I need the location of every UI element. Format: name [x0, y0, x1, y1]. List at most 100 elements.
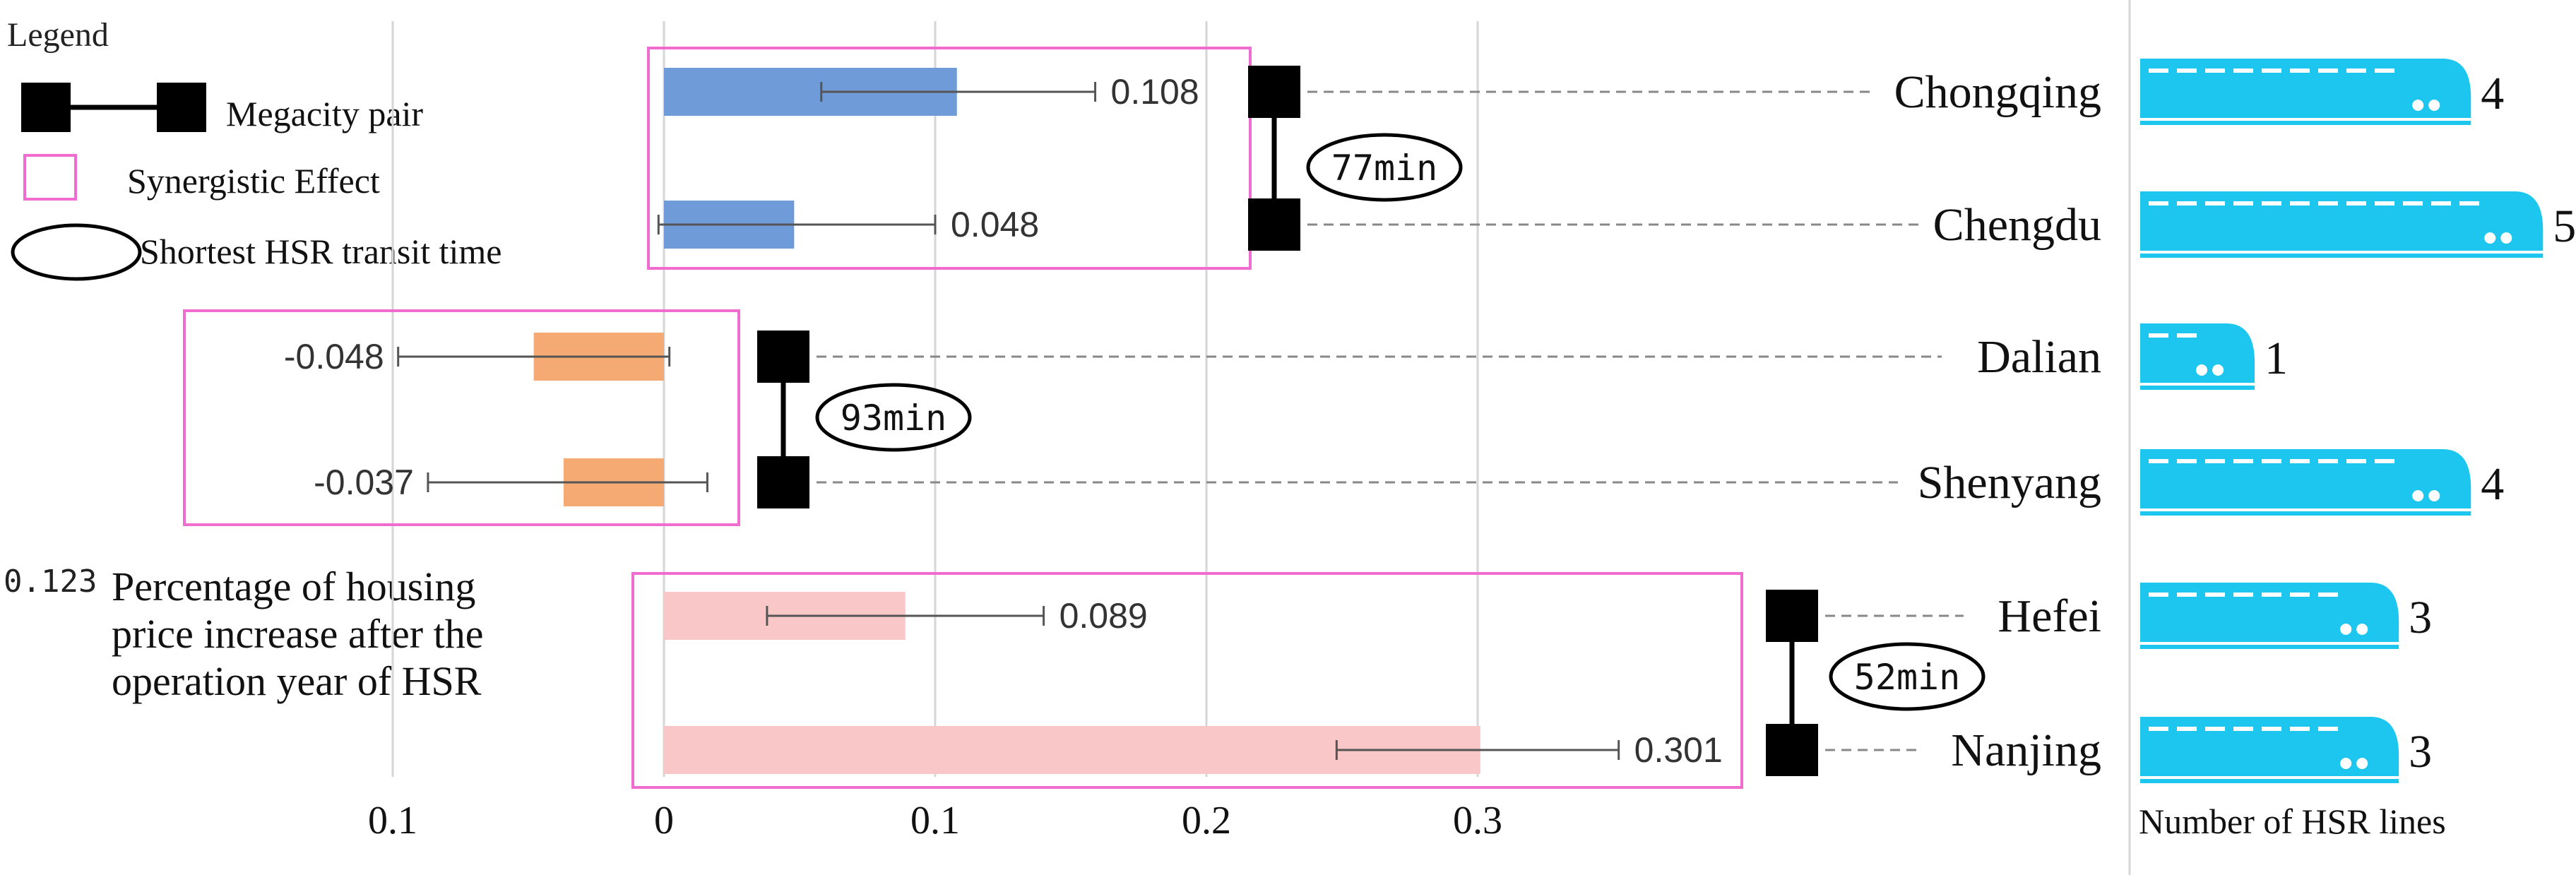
hsr-train-icon [2140, 583, 2399, 649]
train-window [2233, 593, 2253, 597]
city-label-chongqing: Chongqing [1894, 66, 2101, 118]
train-body [2140, 59, 2471, 118]
train-window [2318, 201, 2338, 206]
train-window [2346, 69, 2366, 73]
train-body [2140, 191, 2544, 251]
train-wheel [2356, 624, 2368, 635]
train-window [2177, 459, 2197, 463]
train-window [2205, 593, 2225, 597]
city-label-chengdu: Chengdu [1933, 199, 2101, 251]
train-window [2346, 201, 2366, 206]
train-window [2205, 69, 2225, 73]
synergistic-effect-boxes [183, 47, 1743, 789]
legend-value-example: 0.123 [4, 564, 97, 600]
city-label-shenyang: Shenyang [1918, 457, 2101, 508]
transit-time-label: 93min [841, 398, 947, 439]
hsr-train-icon [2140, 59, 2471, 125]
synergistic-effect-box [183, 309, 740, 526]
train-body [2140, 583, 2399, 642]
x-tick-label: 0 [654, 799, 674, 843]
train-body [2140, 717, 2399, 776]
train-window [2149, 593, 2168, 597]
data-label: 0.108 [1111, 72, 1199, 112]
train-window [2262, 459, 2281, 463]
hsr-train-icon [2140, 717, 2399, 783]
bar-layer: 0.108 0.048 -0.048 -0.037 0.089 0.301 [284, 68, 1723, 774]
city-label-dalian: Dalian [1977, 331, 2101, 383]
train-window [2149, 727, 2168, 731]
data-label: 0.089 [1060, 596, 1148, 636]
x-tick-label: 0.2 [1182, 799, 1231, 843]
train-window [2375, 201, 2394, 206]
hsr-train-icon [2140, 323, 2255, 390]
x-tick-label: 0.1 [910, 799, 960, 843]
hsr-train-icon [2140, 191, 2544, 258]
train-window [2177, 69, 2197, 73]
data-label: 0.048 [951, 205, 1039, 244]
legend: Legend Megacity pair Synergistic Effect … [4, 16, 502, 704]
legend-value-desc-line3: operation year of HSR [112, 658, 482, 704]
train-wheel [2428, 490, 2440, 501]
city-label-layer: Chongqing Chengdu Dalian Shenyang Hefei Nanji… [817, 66, 2101, 776]
train-window [2290, 593, 2310, 597]
train-wheel [2500, 232, 2512, 244]
train-window [2375, 459, 2394, 463]
city-label-nanjing: Nanjing [1951, 725, 2101, 776]
train-window [2233, 459, 2253, 463]
train-window [2233, 727, 2253, 731]
train-window [2233, 201, 2253, 206]
legend-value-desc-line1: Percentage of housing [112, 564, 475, 609]
synergistic-effect-legend-icon [23, 154, 77, 201]
train-wheel [2212, 364, 2224, 376]
data-label: 0.301 [1634, 730, 1723, 770]
legend-synergistic-effect-label: Synergistic Effect [127, 161, 380, 201]
pair-connector-layer: 77min 93min 52min [757, 66, 1986, 776]
train-window [2262, 201, 2281, 206]
train-window [2262, 593, 2281, 597]
train-wheel [2412, 490, 2424, 501]
train-window [2346, 459, 2366, 463]
train-wheel [2412, 100, 2424, 111]
train-rail [2140, 779, 2399, 783]
train-rail [2140, 121, 2471, 125]
train-body [2140, 449, 2471, 508]
legend-transit-time-label: Shortest HSR transit time [140, 232, 502, 271]
train-window [2290, 69, 2310, 73]
legend-value-desc-line2: price increase after the [112, 611, 483, 657]
train-window [2318, 69, 2338, 73]
train-window [2262, 727, 2281, 731]
train-window [2177, 593, 2197, 597]
hsr-line-count: 5 [2553, 201, 2576, 252]
train-rail [2140, 511, 2471, 516]
train-window [2459, 201, 2479, 206]
train-window [2177, 201, 2197, 206]
synergistic-effect-box [631, 572, 1743, 789]
train-rail [2140, 386, 2255, 390]
x-tick-label: 0.1 [368, 799, 417, 843]
synergistic-effect-box [647, 47, 1252, 270]
train-window [2149, 201, 2168, 206]
train-wheel [2356, 758, 2368, 769]
legend-megacity-pair-label: Megacity pair [226, 94, 423, 133]
train-wheel [2340, 758, 2352, 769]
x-tick-label: 0.3 [1453, 799, 1502, 843]
hsr-train-icon [2140, 449, 2471, 516]
data-label: -0.048 [284, 337, 384, 376]
hsr-line-count: 3 [2409, 592, 2432, 643]
train-wheel [2196, 364, 2208, 376]
train-window [2205, 727, 2225, 731]
train-window [2431, 201, 2451, 206]
hsr-line-count: 4 [2481, 458, 2504, 510]
train-wheel [2484, 232, 2496, 244]
train-window [2318, 459, 2338, 463]
train-rail [2140, 254, 2544, 258]
train-window [2205, 459, 2225, 463]
transit-time-label: 52min [1854, 657, 1961, 698]
train-window [2177, 333, 2197, 338]
hsr-line-count: 4 [2481, 68, 2504, 119]
train-window [2290, 201, 2310, 206]
train-body [2140, 323, 2255, 383]
transit-time-oval [1306, 133, 1463, 202]
train-wheel [2428, 100, 2440, 111]
